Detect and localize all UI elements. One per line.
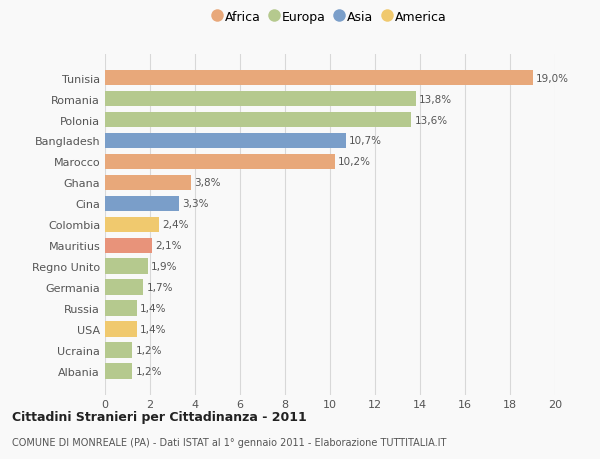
- Text: 10,2%: 10,2%: [338, 157, 371, 167]
- Legend: Africa, Europa, Asia, America: Africa, Europa, Asia, America: [210, 7, 450, 28]
- Bar: [105, 364, 132, 379]
- Text: Cittadini Stranieri per Cittadinanza - 2011: Cittadini Stranieri per Cittadinanza - 2…: [12, 410, 307, 423]
- Bar: [105, 259, 148, 274]
- Bar: [105, 133, 346, 149]
- Bar: [105, 91, 415, 107]
- Bar: [105, 154, 335, 170]
- Text: 2,4%: 2,4%: [163, 220, 189, 230]
- Bar: [105, 322, 137, 337]
- Bar: [105, 217, 159, 233]
- Text: 1,9%: 1,9%: [151, 262, 178, 272]
- Bar: [105, 343, 132, 358]
- Text: 1,2%: 1,2%: [136, 366, 162, 376]
- Text: 3,8%: 3,8%: [194, 178, 220, 188]
- Bar: [105, 196, 179, 212]
- Text: 13,8%: 13,8%: [419, 94, 452, 104]
- Text: COMUNE DI MONREALE (PA) - Dati ISTAT al 1° gennaio 2011 - Elaborazione TUTTITALI: COMUNE DI MONREALE (PA) - Dati ISTAT al …: [12, 437, 446, 447]
- Bar: [105, 71, 533, 86]
- Text: 1,2%: 1,2%: [136, 346, 162, 356]
- Text: 19,0%: 19,0%: [536, 73, 569, 84]
- Bar: [105, 280, 143, 296]
- Bar: [105, 301, 137, 317]
- Bar: [105, 175, 191, 191]
- Text: 1,7%: 1,7%: [146, 283, 173, 293]
- Text: 3,3%: 3,3%: [182, 199, 209, 209]
- Text: 2,1%: 2,1%: [155, 241, 182, 251]
- Text: 1,4%: 1,4%: [140, 325, 166, 335]
- Bar: [105, 112, 411, 128]
- Bar: [105, 238, 152, 254]
- Text: 13,6%: 13,6%: [415, 115, 448, 125]
- Text: 10,7%: 10,7%: [349, 136, 382, 146]
- Text: 1,4%: 1,4%: [140, 304, 166, 313]
